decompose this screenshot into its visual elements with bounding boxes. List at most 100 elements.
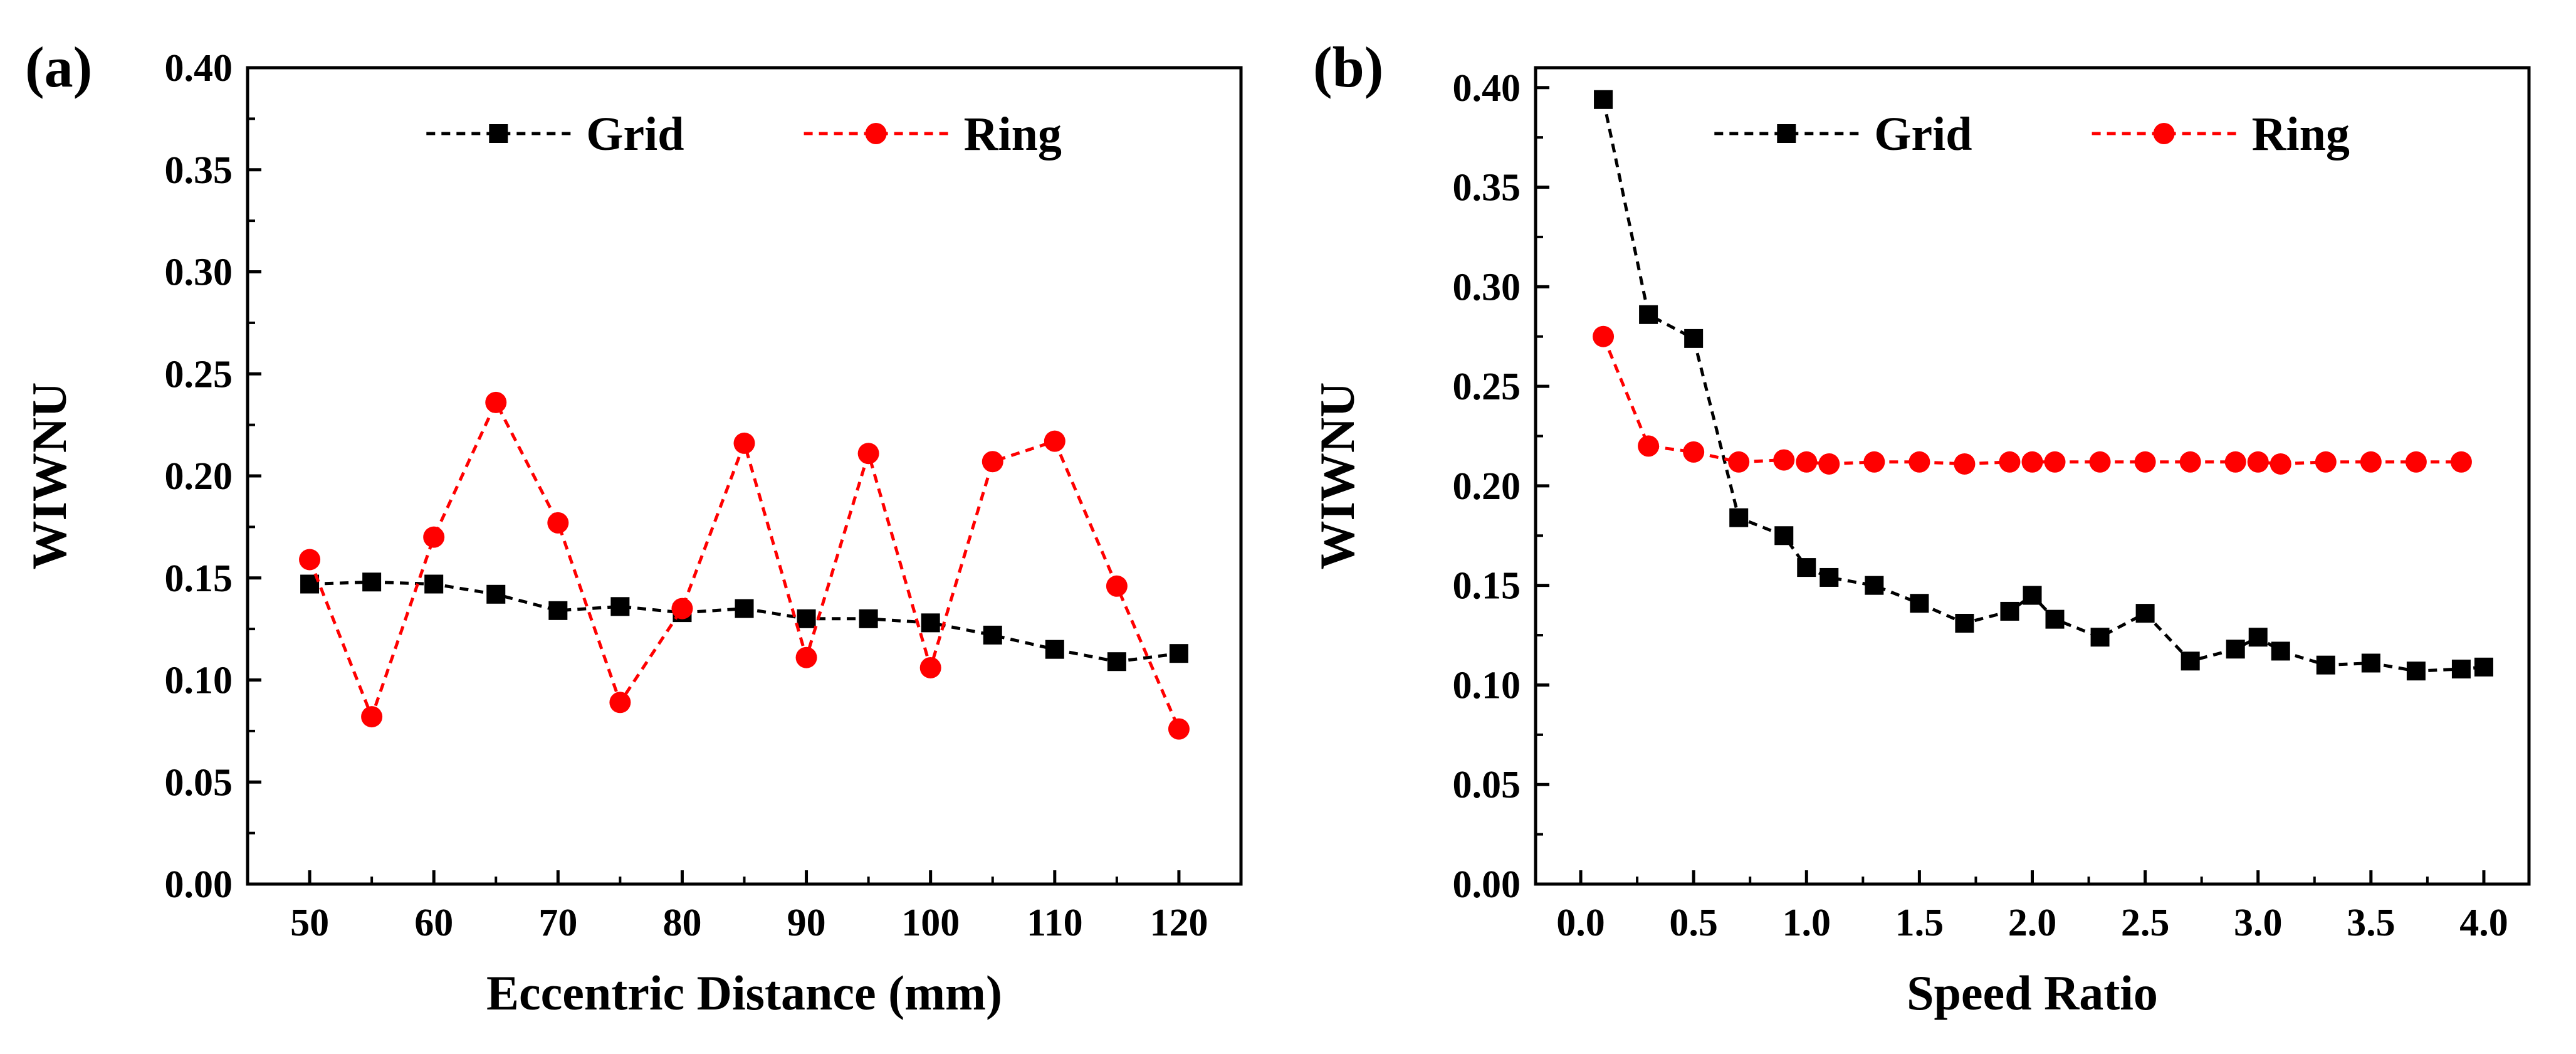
y-tick-label: 0.30 <box>1453 266 1521 308</box>
y-tick-label: 0.35 <box>165 149 233 192</box>
data-point-grid <box>1910 594 1929 613</box>
y-tick-label: 0.40 <box>1453 67 1521 110</box>
data-point-grid <box>2023 586 2042 605</box>
x-tick-label: 3.5 <box>2347 902 2395 944</box>
x-tick-label: 80 <box>662 902 701 944</box>
data-point-ring <box>982 451 1003 473</box>
x-tick-label: 60 <box>414 902 453 944</box>
series-line-ring <box>1601 335 2461 466</box>
x-tick-label: 2.0 <box>2008 902 2057 944</box>
legend: Grid Ring <box>426 108 1062 161</box>
data-point-ring <box>2044 451 2066 473</box>
series-grid <box>1594 90 2493 681</box>
data-point-ring <box>485 391 507 413</box>
y-tick-label: 0.25 <box>1453 366 1521 408</box>
legend-marker-grid <box>489 124 508 143</box>
plot-frame <box>246 66 1243 886</box>
data-point-grid <box>2316 655 2335 675</box>
data-point-grid <box>2361 653 2380 673</box>
data-point-ring <box>1683 441 1705 463</box>
data-point-ring <box>1908 451 1930 473</box>
data-point-grid <box>2226 640 2245 659</box>
data-point-ring <box>2021 451 2043 473</box>
data-point-ring <box>919 656 941 678</box>
data-point-ring <box>1168 718 1190 740</box>
y-tick-label: 0.00 <box>165 863 233 906</box>
data-point-grid <box>1107 652 1126 672</box>
legend-marker-ring <box>2153 123 2175 144</box>
data-point-ring <box>2247 451 2269 473</box>
legend-marker-grid <box>1777 124 1796 143</box>
y-tick-label: 0.30 <box>165 251 233 294</box>
y-tick-label: 0.15 <box>1453 565 1521 608</box>
data-point-grid <box>1819 567 1839 587</box>
series-ring <box>299 391 1190 740</box>
panel-b: 0.00 0.05 0.10 0.15 0.20 0.25 0.30 0.35 0.40 0.0 0… <box>1310 35 2531 1020</box>
data-point-ring <box>1863 451 1885 473</box>
x-axis-title: Speed Ratio <box>1907 966 2158 1020</box>
data-point-ring <box>1999 451 2021 473</box>
x-axis-title: Eccentric Distance (mm) <box>486 966 1002 1020</box>
legend-label-ring: Ring <box>2252 108 2350 161</box>
legend-label-grid: Grid <box>1874 108 1972 161</box>
data-point-ring <box>1728 451 1750 473</box>
data-point-ring <box>1773 449 1795 471</box>
data-point-grid <box>983 625 1002 645</box>
data-point-grid <box>2248 628 2268 647</box>
data-point-grid <box>1955 613 1974 633</box>
data-point-ring <box>2179 451 2201 473</box>
y-tick-label: 0.40 <box>165 47 233 90</box>
data-point-grid <box>2181 651 2200 671</box>
y-tick-label: 0.00 <box>1453 863 1521 906</box>
data-point-ring <box>1044 430 1065 452</box>
data-point-grid <box>1169 644 1188 663</box>
data-point-ring <box>795 646 817 668</box>
data-point-grid <box>424 574 444 594</box>
x-tick-label: 0.0 <box>1556 902 1605 944</box>
x-tick-label: 50 <box>290 902 329 944</box>
data-point-grid <box>1797 558 1816 577</box>
data-point-ring <box>2315 451 2337 473</box>
data-point-grid <box>610 597 630 616</box>
y-tick-label: 0.20 <box>165 455 233 498</box>
data-point-grid <box>1774 526 1794 545</box>
x-tick-label: 0.5 <box>1669 902 1718 944</box>
y-tick-label: 0.10 <box>165 660 233 702</box>
data-point-grid <box>1045 640 1064 659</box>
y-tick-label: 0.20 <box>1453 465 1521 508</box>
panel-label: (a) <box>25 35 92 99</box>
data-point-grid <box>1865 576 1884 595</box>
data-point-ring <box>2224 451 2246 473</box>
x-tick-label: 2.5 <box>2121 902 2170 944</box>
y-tick-label: 0.05 <box>165 761 233 804</box>
x-tick-label: 120 <box>1149 902 1208 944</box>
x-tick-label: 110 <box>1027 902 1083 944</box>
data-point-ring <box>857 443 879 465</box>
data-point-ring <box>1593 325 1615 347</box>
panel-a: 0.00 0.05 0.10 0.15 0.20 0.25 0.30 0.35 0.40 50 60… <box>22 35 1243 1020</box>
data-point-grid <box>2271 641 2290 661</box>
data-point-grid <box>486 584 506 604</box>
y-axis-title: WIWNU <box>1310 382 1364 569</box>
data-point-ring <box>547 512 569 534</box>
data-point-ring <box>2450 451 2472 473</box>
x-tick-label: 90 <box>787 902 826 944</box>
data-point-ring <box>2270 453 2291 475</box>
x-tick-label: 3.0 <box>2234 902 2283 944</box>
data-point-grid <box>2451 660 2471 679</box>
data-point-ring <box>2360 451 2382 473</box>
x-tick-label: 1.5 <box>1895 902 1944 944</box>
y-tick-label: 0.05 <box>1453 764 1521 806</box>
data-point-ring <box>1106 575 1128 597</box>
y-axis-title: WIWNU <box>22 382 76 569</box>
legend-marker-ring <box>865 123 887 144</box>
series-ring <box>1593 325 2472 475</box>
data-point-ring <box>1954 453 1976 475</box>
data-point-grid <box>1594 90 1613 109</box>
legend-label-ring: Ring <box>964 108 1062 161</box>
y-tick-label: 0.35 <box>1453 167 1521 209</box>
data-point-grid <box>2135 604 2155 623</box>
data-point-ring <box>423 526 445 548</box>
data-point-grid <box>1684 329 1704 348</box>
